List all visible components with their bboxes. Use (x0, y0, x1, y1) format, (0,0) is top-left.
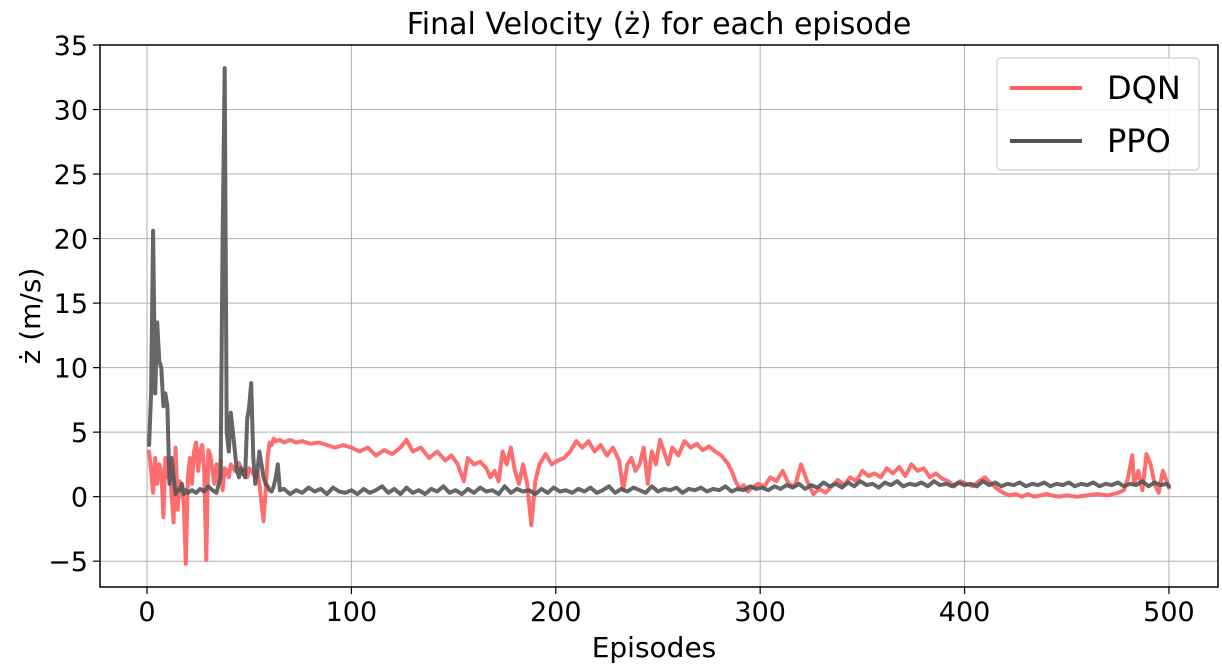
chart-title: Final Velocity (ż) for each episode (407, 7, 912, 42)
plot-frame (99, 44, 1219, 588)
legend-label-dqn: DQN (1107, 69, 1181, 107)
legend-label-ppo: PPO (1107, 122, 1171, 160)
x-tick-label: 300 (734, 597, 786, 628)
y-tick-label: 5 (71, 418, 88, 449)
y-tick-label: 10 (54, 354, 88, 385)
y-tick-label: 15 (54, 289, 88, 320)
y-tick-label: 35 (54, 31, 88, 62)
y-axis-label: ż (m/s) (14, 268, 47, 365)
ticks: 0 100 200 300 400 500 −5 0 5 10 15 20 25 30 35 (48, 31, 1195, 628)
x-tick-label: 200 (530, 597, 582, 628)
y-tick-label: 20 (54, 225, 88, 256)
series-line-ppo (147, 66, 1171, 497)
y-tick-label: −5 (48, 547, 88, 578)
x-axis-label: Episodes (592, 631, 717, 664)
x-tick-label: 500 (1143, 597, 1195, 628)
x-tick-label: 100 (326, 597, 378, 628)
series-layer (147, 66, 1171, 566)
y-tick-label: 25 (54, 160, 88, 191)
y-tick-label: 0 (71, 483, 88, 514)
x-tick-label: 400 (939, 597, 991, 628)
series-line-dqn (147, 436, 1171, 566)
y-tick-label: 30 (54, 96, 88, 127)
legend: DQN PPO (996, 57, 1200, 171)
x-tick-label: 0 (138, 597, 155, 628)
